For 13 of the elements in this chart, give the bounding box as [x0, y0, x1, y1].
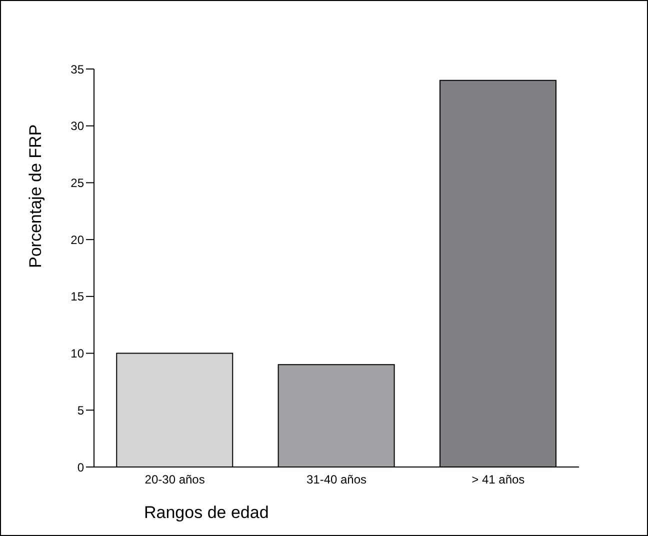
y-tick-label: 0 [77, 460, 84, 474]
y-axis-title: Porcentaje de FRP [26, 124, 46, 268]
y-tick-label: 5 [77, 403, 84, 418]
x-tick-label: 31-40 años [306, 472, 367, 487]
y-tick-label: 35 [70, 62, 84, 76]
y-tick-label: 10 [70, 346, 84, 361]
y-tick-label: 30 [70, 119, 84, 134]
y-tick-label: 15 [70, 290, 84, 304]
x-tick-label: > 41 años [472, 472, 525, 487]
x-axis-title: Rangos de edad [144, 503, 269, 522]
y-tick-label: 20 [70, 232, 84, 247]
y-tick-label: 25 [70, 176, 84, 190]
x-tick-label: 20-30 años [144, 472, 205, 487]
